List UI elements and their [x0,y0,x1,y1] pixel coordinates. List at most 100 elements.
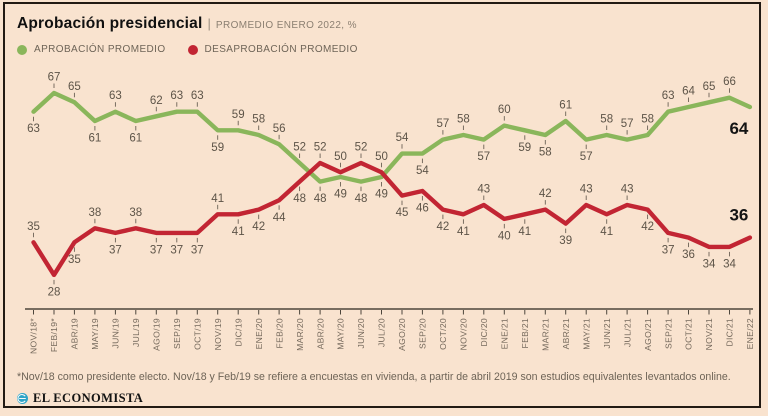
svg-text:36: 36 [729,206,748,225]
svg-text:ENE/20: ENE/20 [254,318,264,349]
svg-text:63: 63 [191,90,204,102]
svg-text:DIC/20: DIC/20 [479,318,489,347]
svg-text:NOV/20: NOV/20 [459,318,469,350]
svg-text:FEB/21: FEB/21 [520,318,530,348]
svg-text:44: 44 [273,212,286,224]
disapproval-legend-label: DESAPROBACIÓN PROMEDIO [204,44,358,55]
svg-text:JUN/19: JUN/19 [111,318,121,348]
svg-text:FEB/19*: FEB/19* [49,318,59,352]
svg-text:38: 38 [89,207,102,219]
svg-text:35: 35 [68,254,81,266]
chart-card: Aprobación presidencial | PROMEDIO ENERO 2… [3,2,761,408]
svg-text:42: 42 [539,188,552,200]
svg-text:52: 52 [314,142,327,154]
svg-text:63: 63 [662,90,675,102]
svg-text:MAR/21: MAR/21 [541,318,551,351]
svg-text:45: 45 [396,207,409,219]
svg-text:AGO/21: AGO/21 [643,318,653,351]
svg-text:JUL/20: JUL/20 [377,318,387,347]
svg-text:NOV/19: NOV/19 [213,318,223,350]
page-title: Aprobación presidencial [17,15,203,32]
svg-text:OCT/20: OCT/20 [438,318,448,350]
svg-text:63: 63 [109,90,122,102]
chart-footnote: *Nov/18 como presidente electo. Nov/18 y… [17,371,731,383]
legend-item-disapproval: DESAPROBACIÓN PROMEDIO [187,44,358,55]
svg-text:35: 35 [27,221,40,233]
svg-text:63: 63 [27,123,40,135]
svg-text:57: 57 [477,151,490,163]
svg-text:34: 34 [703,258,716,270]
svg-text:61: 61 [129,133,142,145]
svg-text:50: 50 [375,151,388,163]
svg-text:58: 58 [600,114,613,126]
svg-text:DIC/19: DIC/19 [233,318,243,347]
svg-text:63: 63 [170,90,183,102]
svg-text:49: 49 [334,189,347,201]
svg-text:43: 43 [580,184,593,196]
svg-text:46: 46 [416,203,429,215]
svg-text:65: 65 [68,81,81,93]
svg-text:64: 64 [682,86,695,98]
svg-text:ABR/21: ABR/21 [561,318,571,349]
svg-text:ENE/22: ENE/22 [745,318,755,349]
svg-text:41: 41 [518,226,531,238]
svg-text:37: 37 [191,244,204,256]
svg-text:39: 39 [559,235,572,247]
svg-text:JUN/21: JUN/21 [602,318,612,348]
el-economista-globe-icon [17,393,28,404]
svg-text:MAY/21: MAY/21 [581,318,591,350]
svg-text:65: 65 [703,81,716,93]
svg-text:34: 34 [723,258,736,270]
title-separator: | [207,16,211,31]
svg-text:SEP/20: SEP/20 [418,318,428,349]
svg-text:ABR/20: ABR/20 [315,318,325,349]
svg-text:28: 28 [48,286,61,298]
svg-text:ENE/21: ENE/21 [500,318,510,349]
svg-text:41: 41 [600,226,613,238]
disapproval-legend-dot-icon [187,44,198,55]
svg-text:59: 59 [232,109,245,121]
svg-text:67: 67 [48,72,61,84]
svg-text:48: 48 [293,193,306,205]
svg-text:58: 58 [641,114,654,126]
svg-text:JUL/21: JUL/21 [622,318,632,347]
svg-text:37: 37 [109,244,122,256]
svg-text:SEP/21: SEP/21 [663,318,673,349]
svg-text:61: 61 [89,133,102,145]
svg-text:60: 60 [498,104,511,116]
svg-text:41: 41 [457,226,470,238]
svg-text:64: 64 [729,119,748,138]
legend-item-approval: APROBACIÓN PROMEDIO [17,44,166,55]
svg-text:37: 37 [150,244,163,256]
svg-text:OCT/19: OCT/19 [193,318,203,350]
svg-text:NOV/21: NOV/21 [704,318,714,350]
svg-text:57: 57 [621,118,634,130]
svg-text:MAY/20: MAY/20 [336,318,346,350]
svg-text:37: 37 [662,244,675,256]
svg-text:42: 42 [641,221,654,233]
chart-header: Aprobación presidencial | PROMEDIO ENERO 2… [17,15,357,33]
svg-text:56: 56 [273,123,286,135]
svg-text:36: 36 [682,249,695,261]
svg-text:50: 50 [334,151,347,163]
svg-text:43: 43 [621,184,634,196]
svg-text:43: 43 [477,184,490,196]
svg-text:59: 59 [518,142,531,154]
approval-legend-dot-icon [17,44,27,55]
svg-text:42: 42 [252,221,265,233]
svg-text:61: 61 [559,100,572,112]
svg-text:SEP/19: SEP/19 [172,318,182,349]
svg-text:52: 52 [355,142,368,154]
svg-text:41: 41 [232,226,245,238]
svg-text:66: 66 [723,76,736,88]
chart-subtitle: PROMEDIO ENERO 2022, % [215,20,357,31]
svg-text:AGO/20: AGO/20 [397,318,407,351]
svg-text:JUL/19: JUL/19 [131,318,141,347]
svg-text:MAR/20: MAR/20 [295,318,305,351]
svg-text:NOV/18*: NOV/18* [29,318,39,354]
svg-text:59: 59 [211,142,224,154]
svg-text:41: 41 [211,193,224,205]
el-economista-logo-text: EL ECONOMISTA [33,391,144,405]
el-economista-logo: EL ECONOMISTA [17,391,143,406]
approval-legend-label: APROBACIÓN PROMEDIO [34,44,166,55]
